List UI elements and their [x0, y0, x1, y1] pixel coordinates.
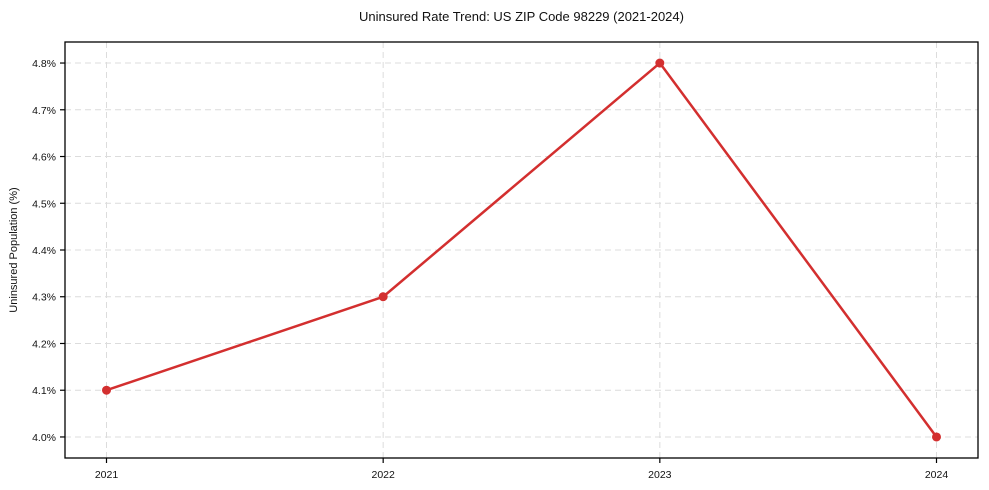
y-tick-label: 4.4%	[32, 245, 56, 257]
data-line	[105, 61, 938, 439]
y-tick-label: 4.8%	[32, 58, 56, 70]
y-tick-label: 4.5%	[32, 198, 56, 210]
y-tick-label: 4.1%	[32, 385, 56, 397]
y-tick-label: 4.6%	[32, 152, 56, 164]
data-point	[932, 432, 941, 442]
y-tick-label: 4.7%	[32, 105, 56, 117]
y-tick-label: 4.2%	[32, 338, 56, 350]
plot-border	[64, 41, 979, 459]
x-tick-label: 2022	[371, 469, 395, 481]
data-point	[102, 385, 111, 395]
x-tick-label: 2021	[95, 469, 119, 481]
y-tick-label: 4.0%	[32, 432, 56, 444]
data-point	[378, 292, 388, 302]
y-tick-label: 4.3%	[32, 292, 56, 304]
x-tick-label: 2024	[925, 469, 949, 481]
x-tick-label: 2023	[648, 469, 672, 481]
chart-title: Uninsured Rate Trend: US ZIP Code 98229 …	[359, 9, 684, 24]
data-point	[655, 58, 665, 68]
